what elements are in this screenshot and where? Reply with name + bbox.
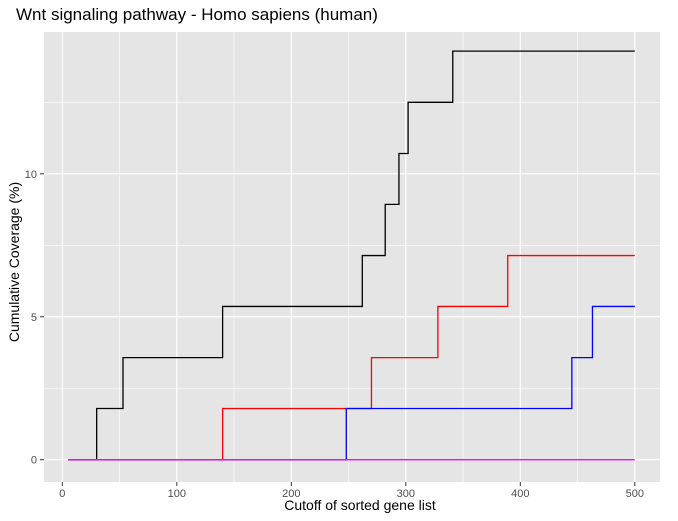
y-tick-label: 10 [25, 169, 37, 181]
x-tick-label: 500 [626, 488, 644, 500]
minor-gridlines [44, 32, 660, 482]
x-tick-label: 100 [168, 488, 186, 500]
x-axis-label: Cutoff of sorted gene list [284, 497, 436, 513]
series-line-3 [68, 305, 635, 461]
x-tick-label: 200 [282, 488, 300, 500]
x-axis: 0 100 200 300 400 500 [59, 482, 644, 500]
series-line-1 [68, 50, 635, 461]
x-tick-label: 300 [397, 488, 415, 500]
x-tick-label: 0 [59, 488, 65, 500]
series-lines [68, 50, 635, 461]
y-tick-label: 0 [31, 455, 37, 467]
y-axis: 0 5 10 [25, 169, 44, 467]
x-tick-label: 400 [511, 488, 529, 500]
series-line-2 [68, 254, 635, 461]
chart-title: Wnt signaling pathway - Homo sapiens (hu… [16, 5, 378, 24]
y-axis-label: Cumulative Coverage (%) [6, 181, 22, 343]
y-tick-label: 5 [31, 312, 37, 324]
plot-panel [44, 32, 660, 482]
